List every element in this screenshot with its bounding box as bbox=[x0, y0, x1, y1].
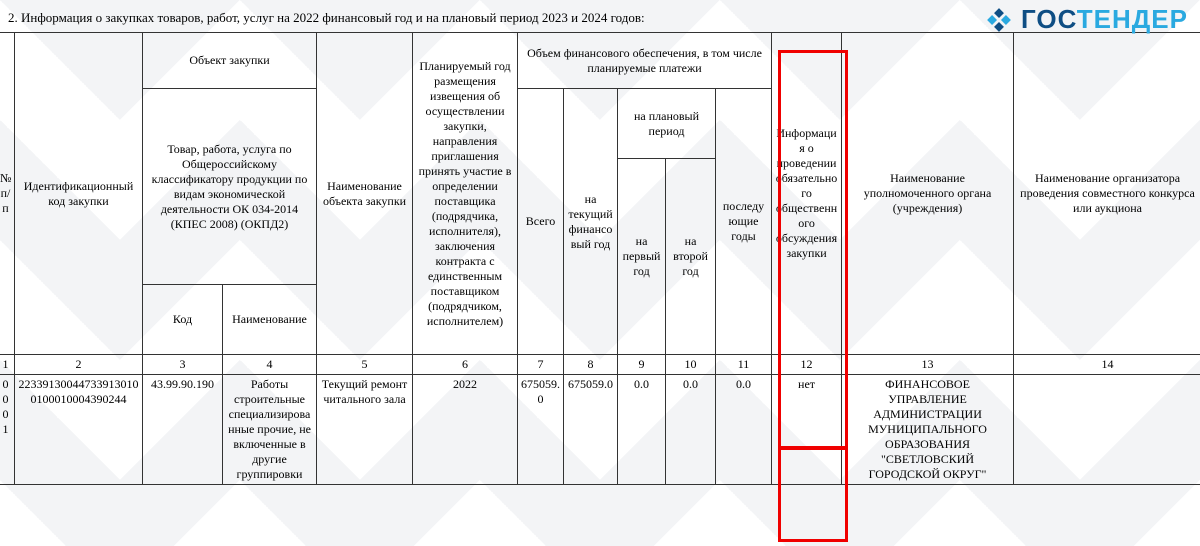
num-cell: 5 bbox=[317, 355, 413, 375]
col-current-year: на текущий финансовый год bbox=[564, 89, 618, 355]
col-first-year: на первый год bbox=[618, 159, 666, 355]
table-header-row: № п/п Идентификационный код закупки Объе… bbox=[0, 33, 1200, 89]
cell-code: 43.99.90.190 bbox=[143, 375, 223, 485]
col-number: № п/п bbox=[0, 33, 15, 355]
cell-current: 675059.0 bbox=[564, 375, 618, 485]
col-organizer: Наименование организатора проведения сов… bbox=[1014, 33, 1200, 355]
table-row: 0001 22339130044733913010010001000439024… bbox=[0, 375, 1200, 485]
num-cell: 7 bbox=[518, 355, 564, 375]
cell-total: 675059.0 bbox=[518, 375, 564, 485]
col-id-code: Идентификационный код закупки bbox=[15, 33, 143, 355]
col-total: Всего bbox=[518, 89, 564, 355]
num-cell: 12 bbox=[772, 355, 842, 375]
num-cell: 2 bbox=[15, 355, 143, 375]
col-plan-period-group: на плановый период bbox=[618, 89, 716, 159]
num-cell: 4 bbox=[223, 355, 317, 375]
cell-first-year: 0.0 bbox=[618, 375, 666, 485]
col-name: Наименование bbox=[223, 285, 317, 355]
num-cell: 10 bbox=[666, 355, 716, 375]
col-planned-year: Планируемый год размещения извещения об … bbox=[413, 33, 518, 355]
col-group-volume: Объем финансового обеспечения, в том чис… bbox=[518, 33, 772, 89]
logo-text: ГОСТЕНДЕР bbox=[1021, 4, 1188, 35]
num-cell: 13 bbox=[842, 355, 1014, 375]
num-cell: 14 bbox=[1014, 355, 1200, 375]
num-cell: 1 bbox=[0, 355, 15, 375]
logo-icon bbox=[985, 6, 1013, 34]
num-cell: 9 bbox=[618, 355, 666, 375]
cell-second-year: 0.0 bbox=[666, 375, 716, 485]
cell-number: 0001 bbox=[0, 375, 15, 485]
brand-logo: ГОСТЕНДЕР bbox=[985, 4, 1188, 35]
col-authorized-body: Наименование уполномоченного органа (учр… bbox=[842, 33, 1014, 355]
cell-auth-body: ФИНАНСОВОЕ УПРАВЛЕНИЕ АДМИНИСТРАЦИИ МУНИ… bbox=[842, 375, 1014, 485]
num-cell: 8 bbox=[564, 355, 618, 375]
cell-work-name: Работы строительные специализированные п… bbox=[223, 375, 317, 485]
num-cell: 11 bbox=[716, 355, 772, 375]
col-second-year: на второй год bbox=[666, 159, 716, 355]
col-code: Код bbox=[143, 285, 223, 355]
col-group-object: Объект закупки bbox=[143, 33, 317, 89]
table-number-row: 1 2 3 4 5 6 7 8 9 10 11 12 13 14 bbox=[0, 355, 1200, 375]
cell-subsequent: 0.0 bbox=[716, 375, 772, 485]
cell-object-name: Текущий ремонт читального зала bbox=[317, 375, 413, 485]
col-object-name: Наименование объекта закупки bbox=[317, 33, 413, 355]
num-cell: 6 bbox=[413, 355, 518, 375]
num-cell: 3 bbox=[143, 355, 223, 375]
cell-discussion: нет bbox=[772, 375, 842, 485]
col-public-discussion: Информация о проведении обязательного об… bbox=[772, 33, 842, 355]
cell-year: 2022 bbox=[413, 375, 518, 485]
cell-id-code: 223391300447339130100100010004390244 bbox=[15, 375, 143, 485]
cell-organizer bbox=[1014, 375, 1200, 485]
col-okpd2-group: Товар, работа, услуга по Общероссийскому… bbox=[143, 89, 317, 285]
procurement-table: № п/п Идентификационный код закупки Объе… bbox=[0, 32, 1200, 485]
col-subsequent-years: последующие годы bbox=[716, 89, 772, 355]
